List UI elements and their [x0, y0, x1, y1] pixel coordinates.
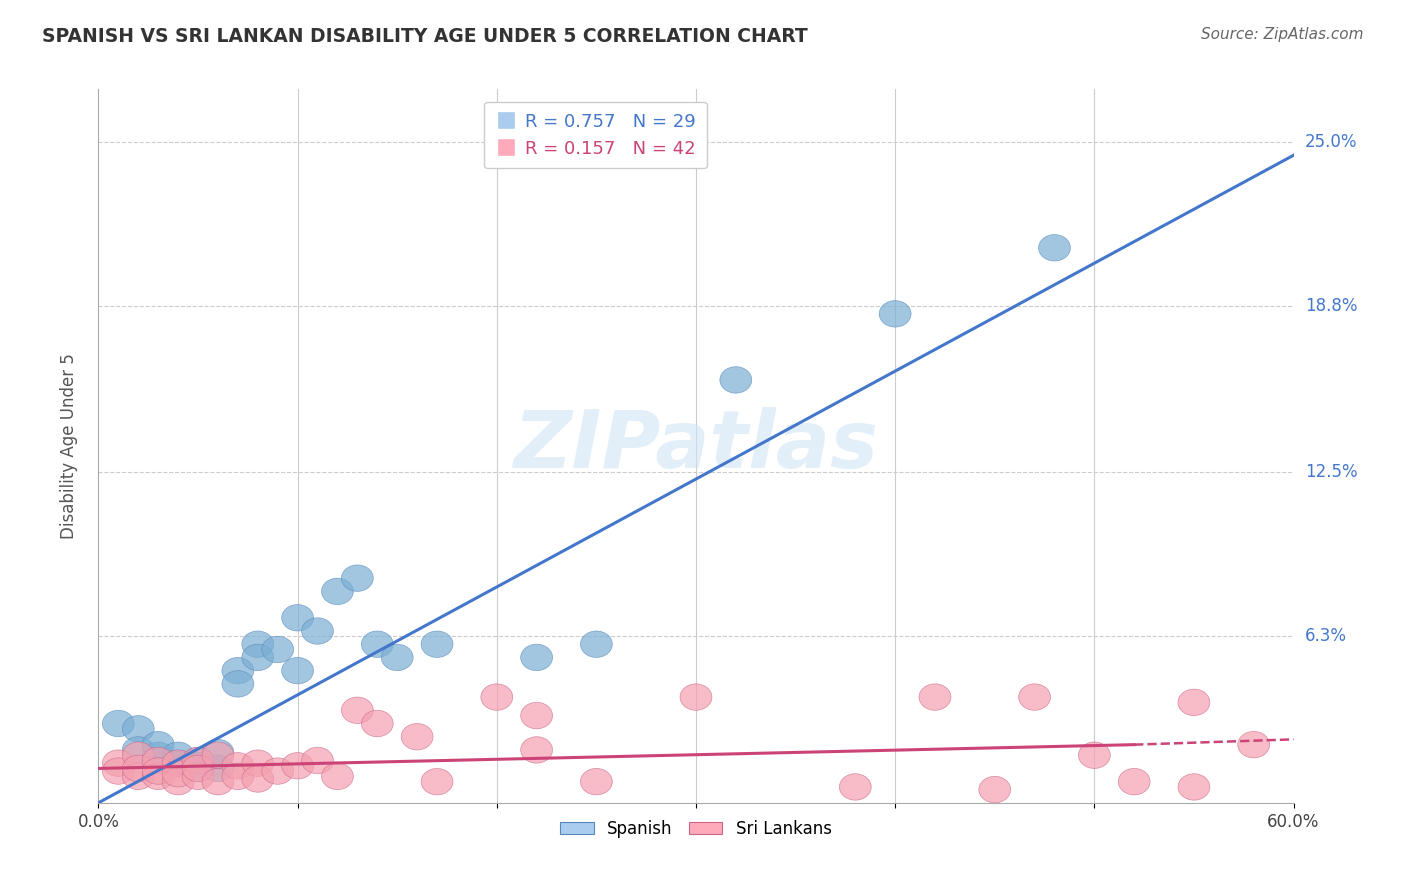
Ellipse shape — [322, 764, 353, 789]
Ellipse shape — [1018, 684, 1050, 710]
Ellipse shape — [381, 644, 413, 671]
Ellipse shape — [879, 301, 911, 327]
Y-axis label: Disability Age Under 5: Disability Age Under 5 — [59, 353, 77, 539]
Ellipse shape — [302, 618, 333, 644]
Ellipse shape — [1178, 690, 1211, 715]
Ellipse shape — [839, 773, 872, 800]
Ellipse shape — [262, 758, 294, 784]
Ellipse shape — [162, 750, 194, 776]
Ellipse shape — [720, 367, 752, 393]
Ellipse shape — [302, 747, 333, 773]
Text: 25.0%: 25.0% — [1305, 133, 1357, 151]
Ellipse shape — [202, 739, 233, 766]
Ellipse shape — [142, 758, 174, 784]
Ellipse shape — [122, 756, 155, 781]
Ellipse shape — [142, 742, 174, 768]
Ellipse shape — [422, 631, 453, 657]
Ellipse shape — [920, 684, 950, 710]
Text: 12.5%: 12.5% — [1305, 464, 1357, 482]
Ellipse shape — [103, 750, 135, 776]
Ellipse shape — [103, 758, 135, 784]
Ellipse shape — [520, 737, 553, 764]
Text: 18.8%: 18.8% — [1305, 297, 1357, 315]
Ellipse shape — [481, 684, 513, 710]
Ellipse shape — [979, 776, 1011, 803]
Ellipse shape — [122, 715, 155, 742]
Ellipse shape — [281, 753, 314, 779]
Ellipse shape — [162, 750, 194, 776]
Ellipse shape — [222, 753, 254, 779]
Ellipse shape — [361, 710, 394, 737]
Ellipse shape — [122, 742, 155, 768]
Ellipse shape — [183, 747, 214, 773]
Ellipse shape — [401, 723, 433, 750]
Ellipse shape — [162, 761, 194, 787]
Ellipse shape — [202, 756, 233, 781]
Ellipse shape — [162, 742, 194, 768]
Text: ZIPatlas: ZIPatlas — [513, 407, 879, 485]
Ellipse shape — [1039, 235, 1070, 261]
Ellipse shape — [222, 764, 254, 789]
Ellipse shape — [581, 631, 613, 657]
Ellipse shape — [342, 565, 374, 591]
Ellipse shape — [242, 631, 274, 657]
Ellipse shape — [361, 631, 394, 657]
Ellipse shape — [183, 753, 214, 779]
Ellipse shape — [222, 657, 254, 684]
Ellipse shape — [322, 578, 353, 605]
Ellipse shape — [122, 737, 155, 764]
Text: Source: ZipAtlas.com: Source: ZipAtlas.com — [1201, 27, 1364, 42]
Ellipse shape — [1178, 773, 1211, 800]
Ellipse shape — [242, 766, 274, 792]
Ellipse shape — [520, 702, 553, 729]
Ellipse shape — [1237, 731, 1270, 758]
Ellipse shape — [162, 768, 194, 795]
Ellipse shape — [281, 605, 314, 631]
Ellipse shape — [142, 764, 174, 789]
Ellipse shape — [183, 764, 214, 789]
Ellipse shape — [262, 636, 294, 663]
Text: 6.3%: 6.3% — [1305, 627, 1347, 645]
Ellipse shape — [202, 768, 233, 795]
Ellipse shape — [281, 657, 314, 684]
Ellipse shape — [520, 644, 553, 671]
Ellipse shape — [1078, 742, 1111, 768]
Ellipse shape — [142, 747, 174, 773]
Text: SPANISH VS SRI LANKAN DISABILITY AGE UNDER 5 CORRELATION CHART: SPANISH VS SRI LANKAN DISABILITY AGE UND… — [42, 27, 808, 45]
Ellipse shape — [183, 756, 214, 781]
Ellipse shape — [122, 764, 155, 789]
Ellipse shape — [422, 768, 453, 795]
Ellipse shape — [242, 750, 274, 776]
Ellipse shape — [681, 684, 711, 710]
Legend: Spanish, Sri Lankans: Spanish, Sri Lankans — [554, 814, 838, 845]
Ellipse shape — [242, 644, 274, 671]
Ellipse shape — [222, 671, 254, 697]
Ellipse shape — [202, 742, 233, 768]
Ellipse shape — [342, 697, 374, 723]
Ellipse shape — [1118, 768, 1150, 795]
Ellipse shape — [142, 731, 174, 758]
Ellipse shape — [103, 710, 135, 737]
Ellipse shape — [183, 747, 214, 773]
Ellipse shape — [581, 768, 613, 795]
